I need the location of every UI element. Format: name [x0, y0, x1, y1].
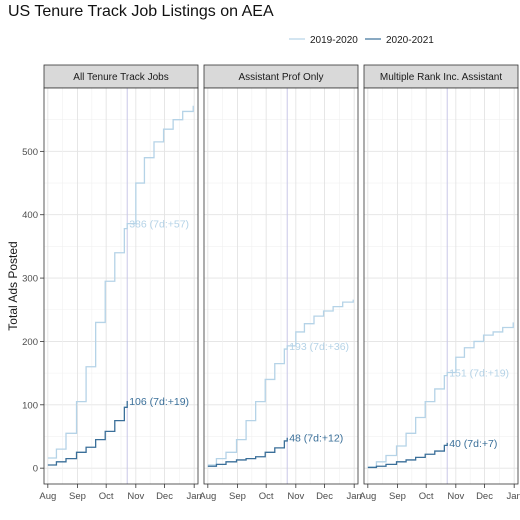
y-tick-label: 500 [22, 147, 38, 158]
x-tick-label: Nov [287, 491, 304, 502]
x-tick-label: Nov [447, 491, 464, 502]
series-value-label: 193 (7d:+36) [289, 341, 349, 353]
panel-2: Assistant Prof Only 193 (7d:+36) 48 (7d:+1… [199, 64, 362, 502]
panel-1: All Tenure Track Jobs 386 (7d:+57) 106 (7d… [39, 64, 202, 502]
series-value-label: 40 (7d:+7) [449, 438, 497, 450]
y-tick-label: 0 [33, 464, 38, 475]
legend-label-2020-2021: 2020-2021 [386, 35, 434, 46]
x-tick-label: Dec [316, 491, 333, 502]
y-tick-label: 300 [22, 274, 38, 285]
x-tick-label: Dec [156, 491, 173, 502]
series-value-label: 151 (7d:+19) [449, 367, 509, 379]
series-line-2020-2021 [367, 442, 448, 469]
x-tick-label: Aug [199, 491, 216, 502]
x-tick-label: Sep [389, 491, 406, 502]
panel-strip-title: Multiple Rank Inc. Assistant [380, 72, 502, 83]
x-tick-label: Jan [187, 491, 202, 502]
panel-strip-title: All Tenure Track Jobs [73, 72, 168, 83]
x-tick-label: Oct [99, 491, 114, 502]
series-value-label: 106 (7d:+19) [129, 396, 189, 408]
y-tick-label: 200 [22, 337, 38, 348]
x-tick-label: Sep [69, 491, 86, 502]
x-tick-label: Jan [347, 491, 362, 502]
series-line-2020-2021 [47, 401, 128, 466]
series-value-label: 386 (7d:+57) [129, 219, 189, 231]
chart-title: US Tenure Track Job Listings on AEA [8, 3, 274, 20]
x-tick-label: Nov [127, 491, 144, 502]
panel-border [363, 87, 519, 485]
x-tick-label: Sep [229, 491, 246, 502]
panel-border [43, 87, 199, 485]
series-value-label: 48 (7d:+12) [289, 433, 343, 445]
legend-label-2019-2020: 2019-2020 [310, 35, 358, 46]
series-line-2020-2021 [207, 437, 288, 467]
y-tick-label: 100 [22, 400, 38, 411]
x-tick-label: Oct [419, 491, 434, 502]
chart-panels: 0 100 200 300 400 500 All Tenure Track Jobs 386… [22, 64, 520, 502]
series-line-2019-2020 [47, 105, 194, 459]
x-tick-label: Jan [507, 491, 520, 502]
y-tick-label: 400 [22, 210, 38, 221]
x-tick-label: Oct [259, 491, 274, 502]
x-tick-label: Aug [39, 491, 56, 502]
legend: 2019-2020 2020-2021 [289, 35, 434, 46]
series-line-2019-2020 [207, 299, 354, 466]
x-tick-label: Dec [476, 491, 493, 502]
panel-border [203, 87, 359, 485]
x-tick-label: Aug [359, 491, 376, 502]
y-axis-label: Total Ads Posted [6, 241, 20, 330]
series-line-2019-2020 [367, 322, 514, 468]
panel-3: Multiple Rank Inc. Assistant 151 (7d:+19)… [359, 64, 520, 502]
panel-strip-title: Assistant Prof Only [238, 72, 323, 83]
